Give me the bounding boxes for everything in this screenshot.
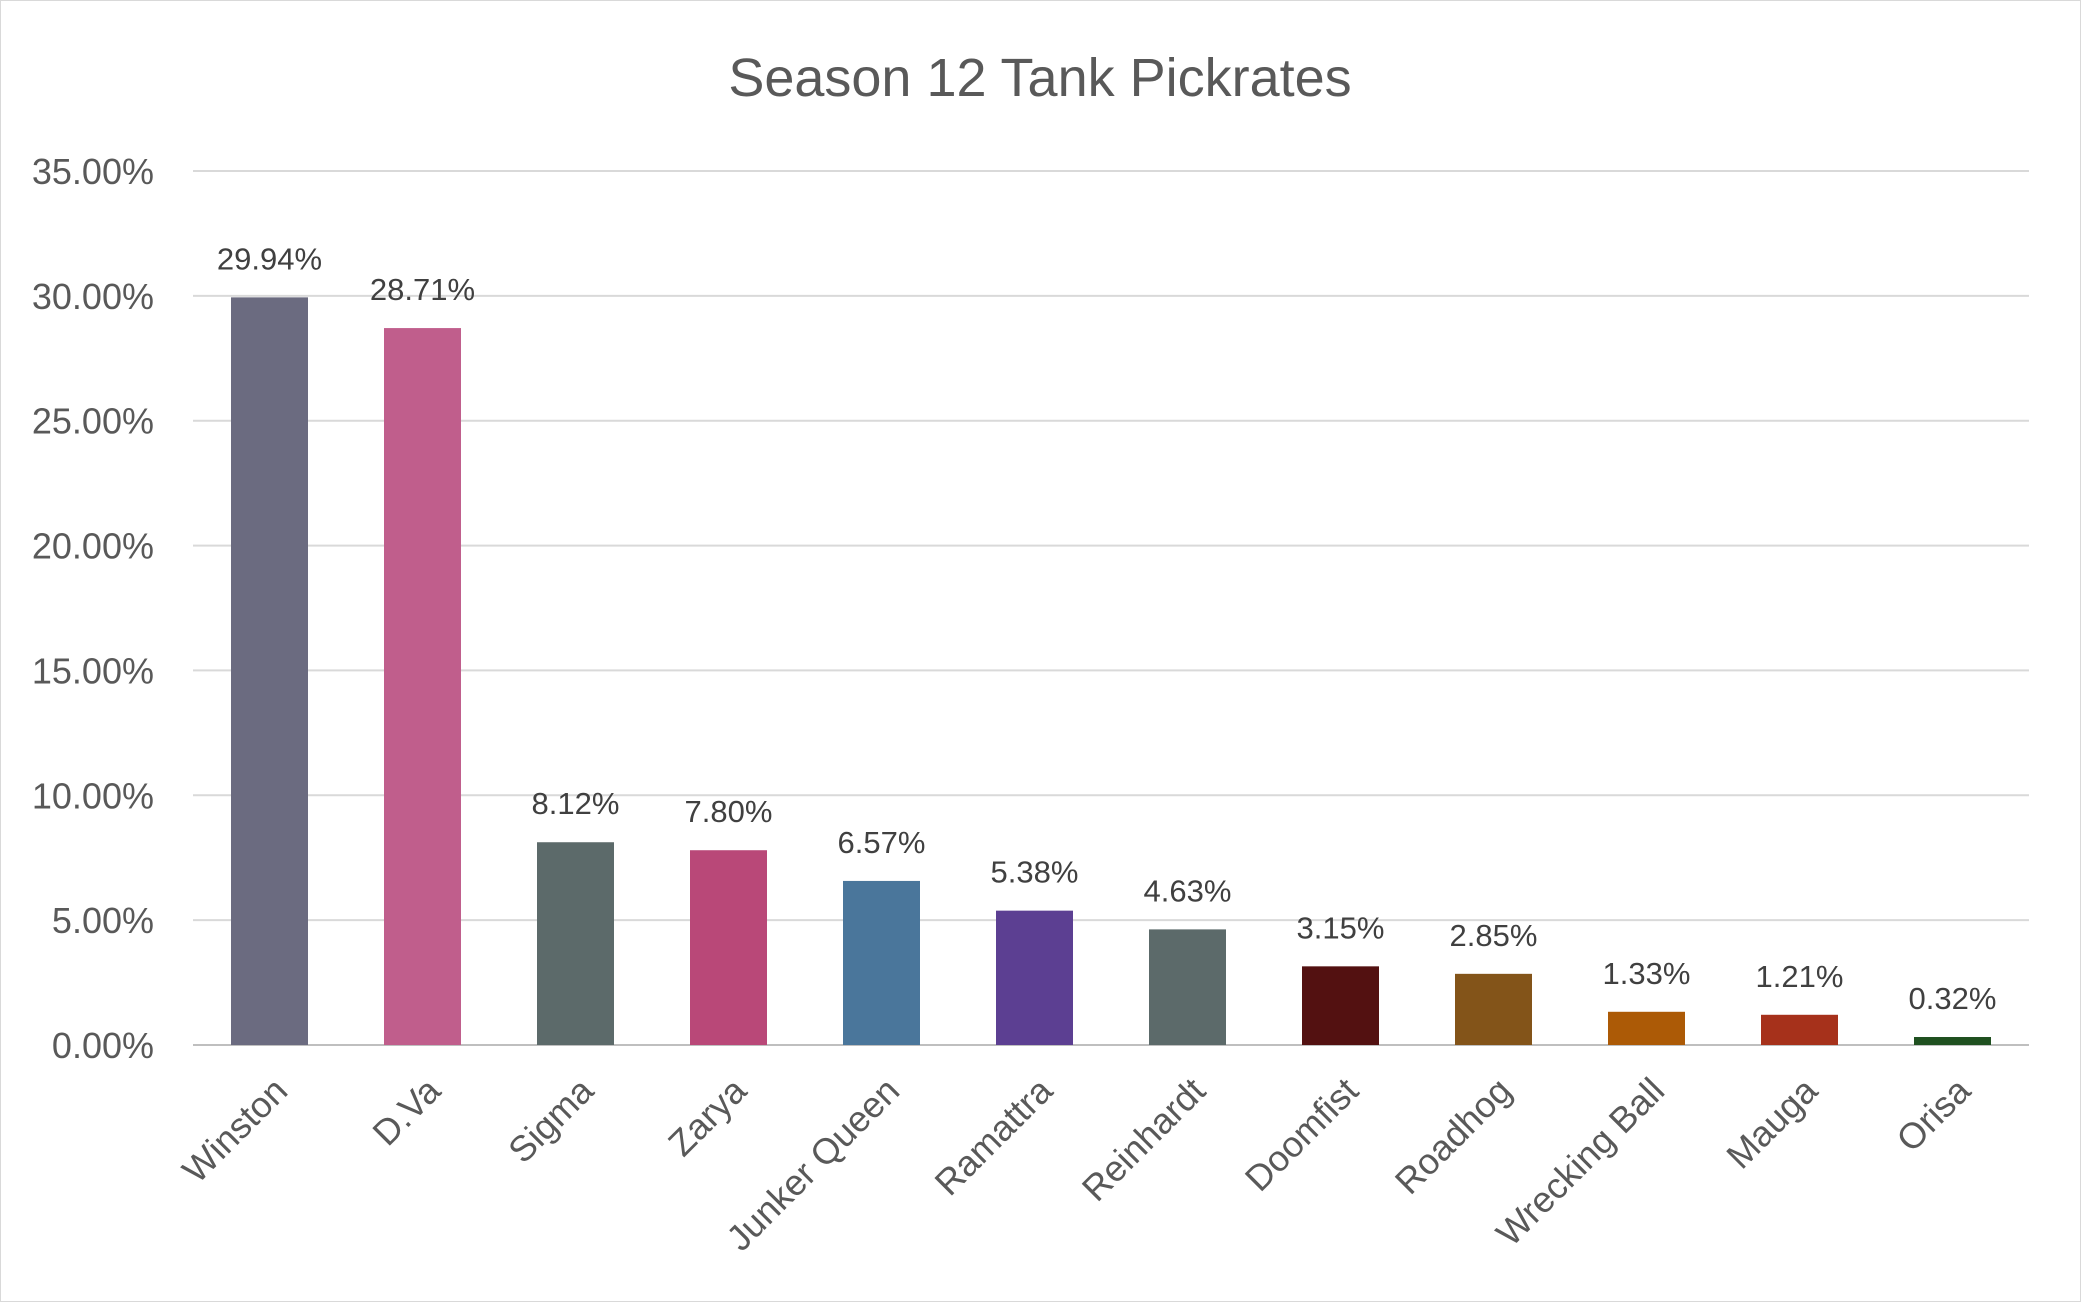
- category-label: Mauga: [1718, 1069, 1826, 1177]
- data-label: 0.32%: [1909, 981, 1997, 1016]
- bar-wrecking-ball: [1608, 1011, 1685, 1045]
- category-label: Orisa: [1888, 1069, 1979, 1160]
- bar-ramattra: [996, 910, 1073, 1045]
- category-label: Sigma: [500, 1069, 602, 1171]
- chart-title: Season 12 Tank Pickrates: [728, 48, 1351, 108]
- data-label: 8.12%: [532, 786, 620, 821]
- bar-sigma: [537, 842, 614, 1045]
- y-tick-label: 20.00%: [32, 526, 154, 567]
- category-label: Ramattra: [926, 1069, 1060, 1203]
- data-labels: 29.94% 28.71% 8.12% 7.80% 6.57% 5.38% 4.63% 3.1…: [217, 241, 1997, 1016]
- category-label: Roadhog: [1387, 1070, 1519, 1202]
- y-axis-tick-labels: 0.00% 5.00% 10.00% 15.00% 20.00% 25.00% 30.00%…: [32, 151, 154, 1066]
- data-label: 6.57%: [838, 825, 926, 860]
- category-label: D.Va: [364, 1069, 448, 1153]
- category-label: Zarya: [660, 1069, 755, 1164]
- data-label: 5.38%: [991, 855, 1079, 890]
- bar-reinhardt: [1149, 929, 1226, 1045]
- category-label: Reinhardt: [1074, 1070, 1213, 1209]
- gridlines: [193, 170, 2029, 1046]
- data-label: 3.15%: [1297, 910, 1385, 945]
- data-label: 1.21%: [1756, 959, 1844, 994]
- y-tick-label: 15.00%: [32, 650, 154, 691]
- y-tick-label: 0.00%: [52, 1025, 154, 1066]
- bar-doomfist: [1302, 966, 1379, 1045]
- bar-zarya: [690, 850, 767, 1045]
- data-label: 4.63%: [1144, 873, 1232, 908]
- category-label: Winston: [174, 1070, 295, 1191]
- bar-winston: [231, 297, 308, 1045]
- y-tick-label: 35.00%: [32, 151, 154, 192]
- data-label: 1.33%: [1603, 956, 1691, 991]
- bar-orisa: [1914, 1037, 1991, 1045]
- bars: [231, 297, 1991, 1045]
- bar-mauga: [1761, 1014, 1838, 1045]
- category-label: Doomfist: [1237, 1070, 1366, 1199]
- bar-roadhog: [1455, 973, 1532, 1045]
- data-label: 7.80%: [685, 794, 773, 829]
- y-tick-label: 10.00%: [32, 775, 154, 816]
- data-label: 28.71%: [370, 272, 475, 307]
- y-tick-label: 5.00%: [52, 900, 154, 941]
- data-label: 29.94%: [217, 241, 322, 276]
- bar-d-va: [384, 328, 461, 1045]
- y-tick-label: 25.00%: [32, 401, 154, 442]
- data-label: 2.85%: [1450, 918, 1538, 953]
- bar-junker-queen: [843, 880, 920, 1045]
- y-tick-label: 30.00%: [32, 276, 154, 317]
